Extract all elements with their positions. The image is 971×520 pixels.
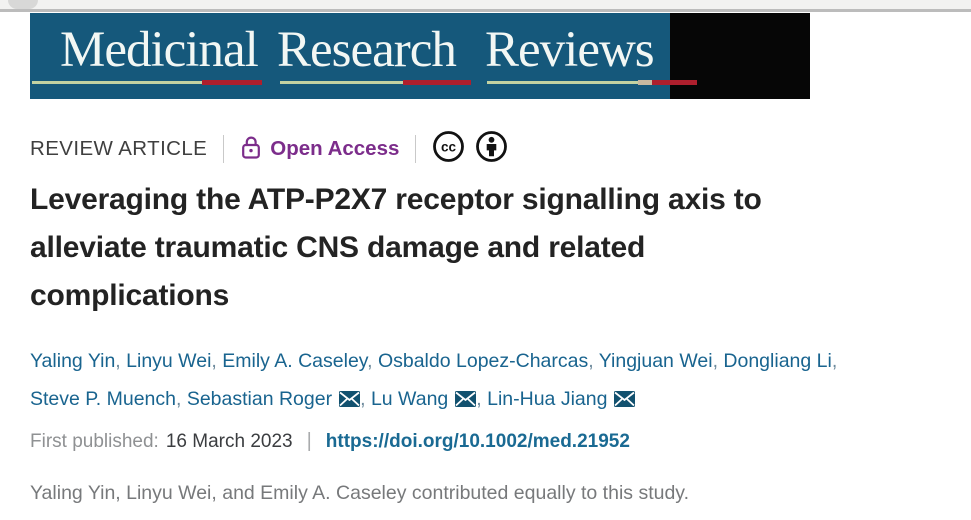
license-icons: cc bbox=[432, 130, 508, 168]
author-link[interactable]: Linyu Wei bbox=[126, 350, 212, 372]
banner-underline bbox=[32, 81, 202, 84]
journal-title-word: Medicinal bbox=[60, 22, 259, 78]
banner-underline-red bbox=[652, 80, 697, 85]
open-access-badge: Open Access bbox=[240, 134, 399, 165]
journal-banner: Medicinal Research Reviews bbox=[30, 13, 810, 99]
page-title: Leveraging the ATP-P2X7 receptor signall… bbox=[30, 176, 910, 320]
author-separator: , bbox=[367, 350, 378, 372]
attribution-icon[interactable] bbox=[475, 130, 508, 168]
author-separator: , bbox=[588, 350, 599, 372]
author-link[interactable]: Dongliang Li bbox=[723, 350, 832, 372]
cc-icon[interactable]: cc bbox=[432, 130, 465, 168]
divider bbox=[415, 135, 417, 163]
title-line: alleviate traumatic CNS damage and relat… bbox=[30, 231, 646, 264]
journal-title-word: Reviews bbox=[485, 22, 655, 78]
banner-underline-red bbox=[403, 80, 471, 85]
author-link[interactable]: Emily A. Caseley bbox=[222, 350, 368, 372]
banner-underline-red bbox=[202, 80, 262, 85]
email-icon[interactable] bbox=[455, 382, 477, 420]
author-link[interactable]: Lin-Hua Jiang bbox=[487, 388, 608, 410]
banner-black-block bbox=[670, 13, 810, 99]
open-access-label: Open Access bbox=[270, 137, 400, 160]
article-meta-row: REVIEW ARTICLE Open Access cc bbox=[30, 130, 508, 168]
author-separator: , bbox=[831, 350, 838, 372]
author-separator: , bbox=[712, 350, 724, 372]
author-link[interactable]: Lu Wang bbox=[370, 388, 449, 410]
author-link[interactable]: Steve P. Muench bbox=[30, 388, 176, 410]
author-separator: , bbox=[360, 388, 371, 410]
author-separator: , bbox=[476, 388, 488, 410]
doi-link[interactable]: https://doi.org/10.1002/med.21952 bbox=[325, 430, 630, 452]
author-separator: , bbox=[115, 350, 127, 372]
publication-date: 16 March 2023 bbox=[165, 430, 293, 452]
browser-tab-corner bbox=[8, 0, 38, 9]
author-separator: , bbox=[175, 388, 187, 410]
title-line: complications bbox=[30, 279, 230, 312]
author-link[interactable]: Yaling Yin bbox=[30, 350, 116, 372]
journal-title-word: Research bbox=[277, 22, 457, 78]
first-published-label: First published: bbox=[30, 430, 159, 452]
email-icon[interactable] bbox=[339, 382, 361, 420]
divider bbox=[223, 135, 225, 163]
divider: | bbox=[306, 430, 312, 452]
author-list: Yaling Yin, Linyu Wei, Emily A. Caseley,… bbox=[30, 342, 950, 420]
title-line: Leveraging the ATP-P2X7 receptor signall… bbox=[30, 183, 762, 216]
author-link[interactable]: Sebastian Roger bbox=[186, 388, 333, 410]
author-link[interactable]: Yingjuan Wei bbox=[598, 350, 713, 372]
banner-underline bbox=[487, 81, 638, 84]
author-separator: , bbox=[211, 350, 223, 372]
email-icon[interactable] bbox=[614, 382, 636, 420]
open-lock-icon bbox=[240, 134, 262, 165]
contribution-note: Yaling Yin, Linyu Wei, and Emily A. Case… bbox=[30, 482, 690, 504]
svg-text:cc: cc bbox=[441, 140, 457, 155]
author-link[interactable]: Osbaldo Lopez-Charcas bbox=[377, 350, 589, 372]
browser-chrome-divider bbox=[0, 9, 971, 12]
banner-underline-pale bbox=[638, 80, 652, 85]
article-type-label: REVIEW ARTICLE bbox=[30, 137, 208, 160]
browser-chrome-strip bbox=[0, 0, 971, 9]
publication-row: First published: 16 March 2023 | https:/… bbox=[30, 430, 630, 453]
banner-underline bbox=[280, 81, 403, 84]
